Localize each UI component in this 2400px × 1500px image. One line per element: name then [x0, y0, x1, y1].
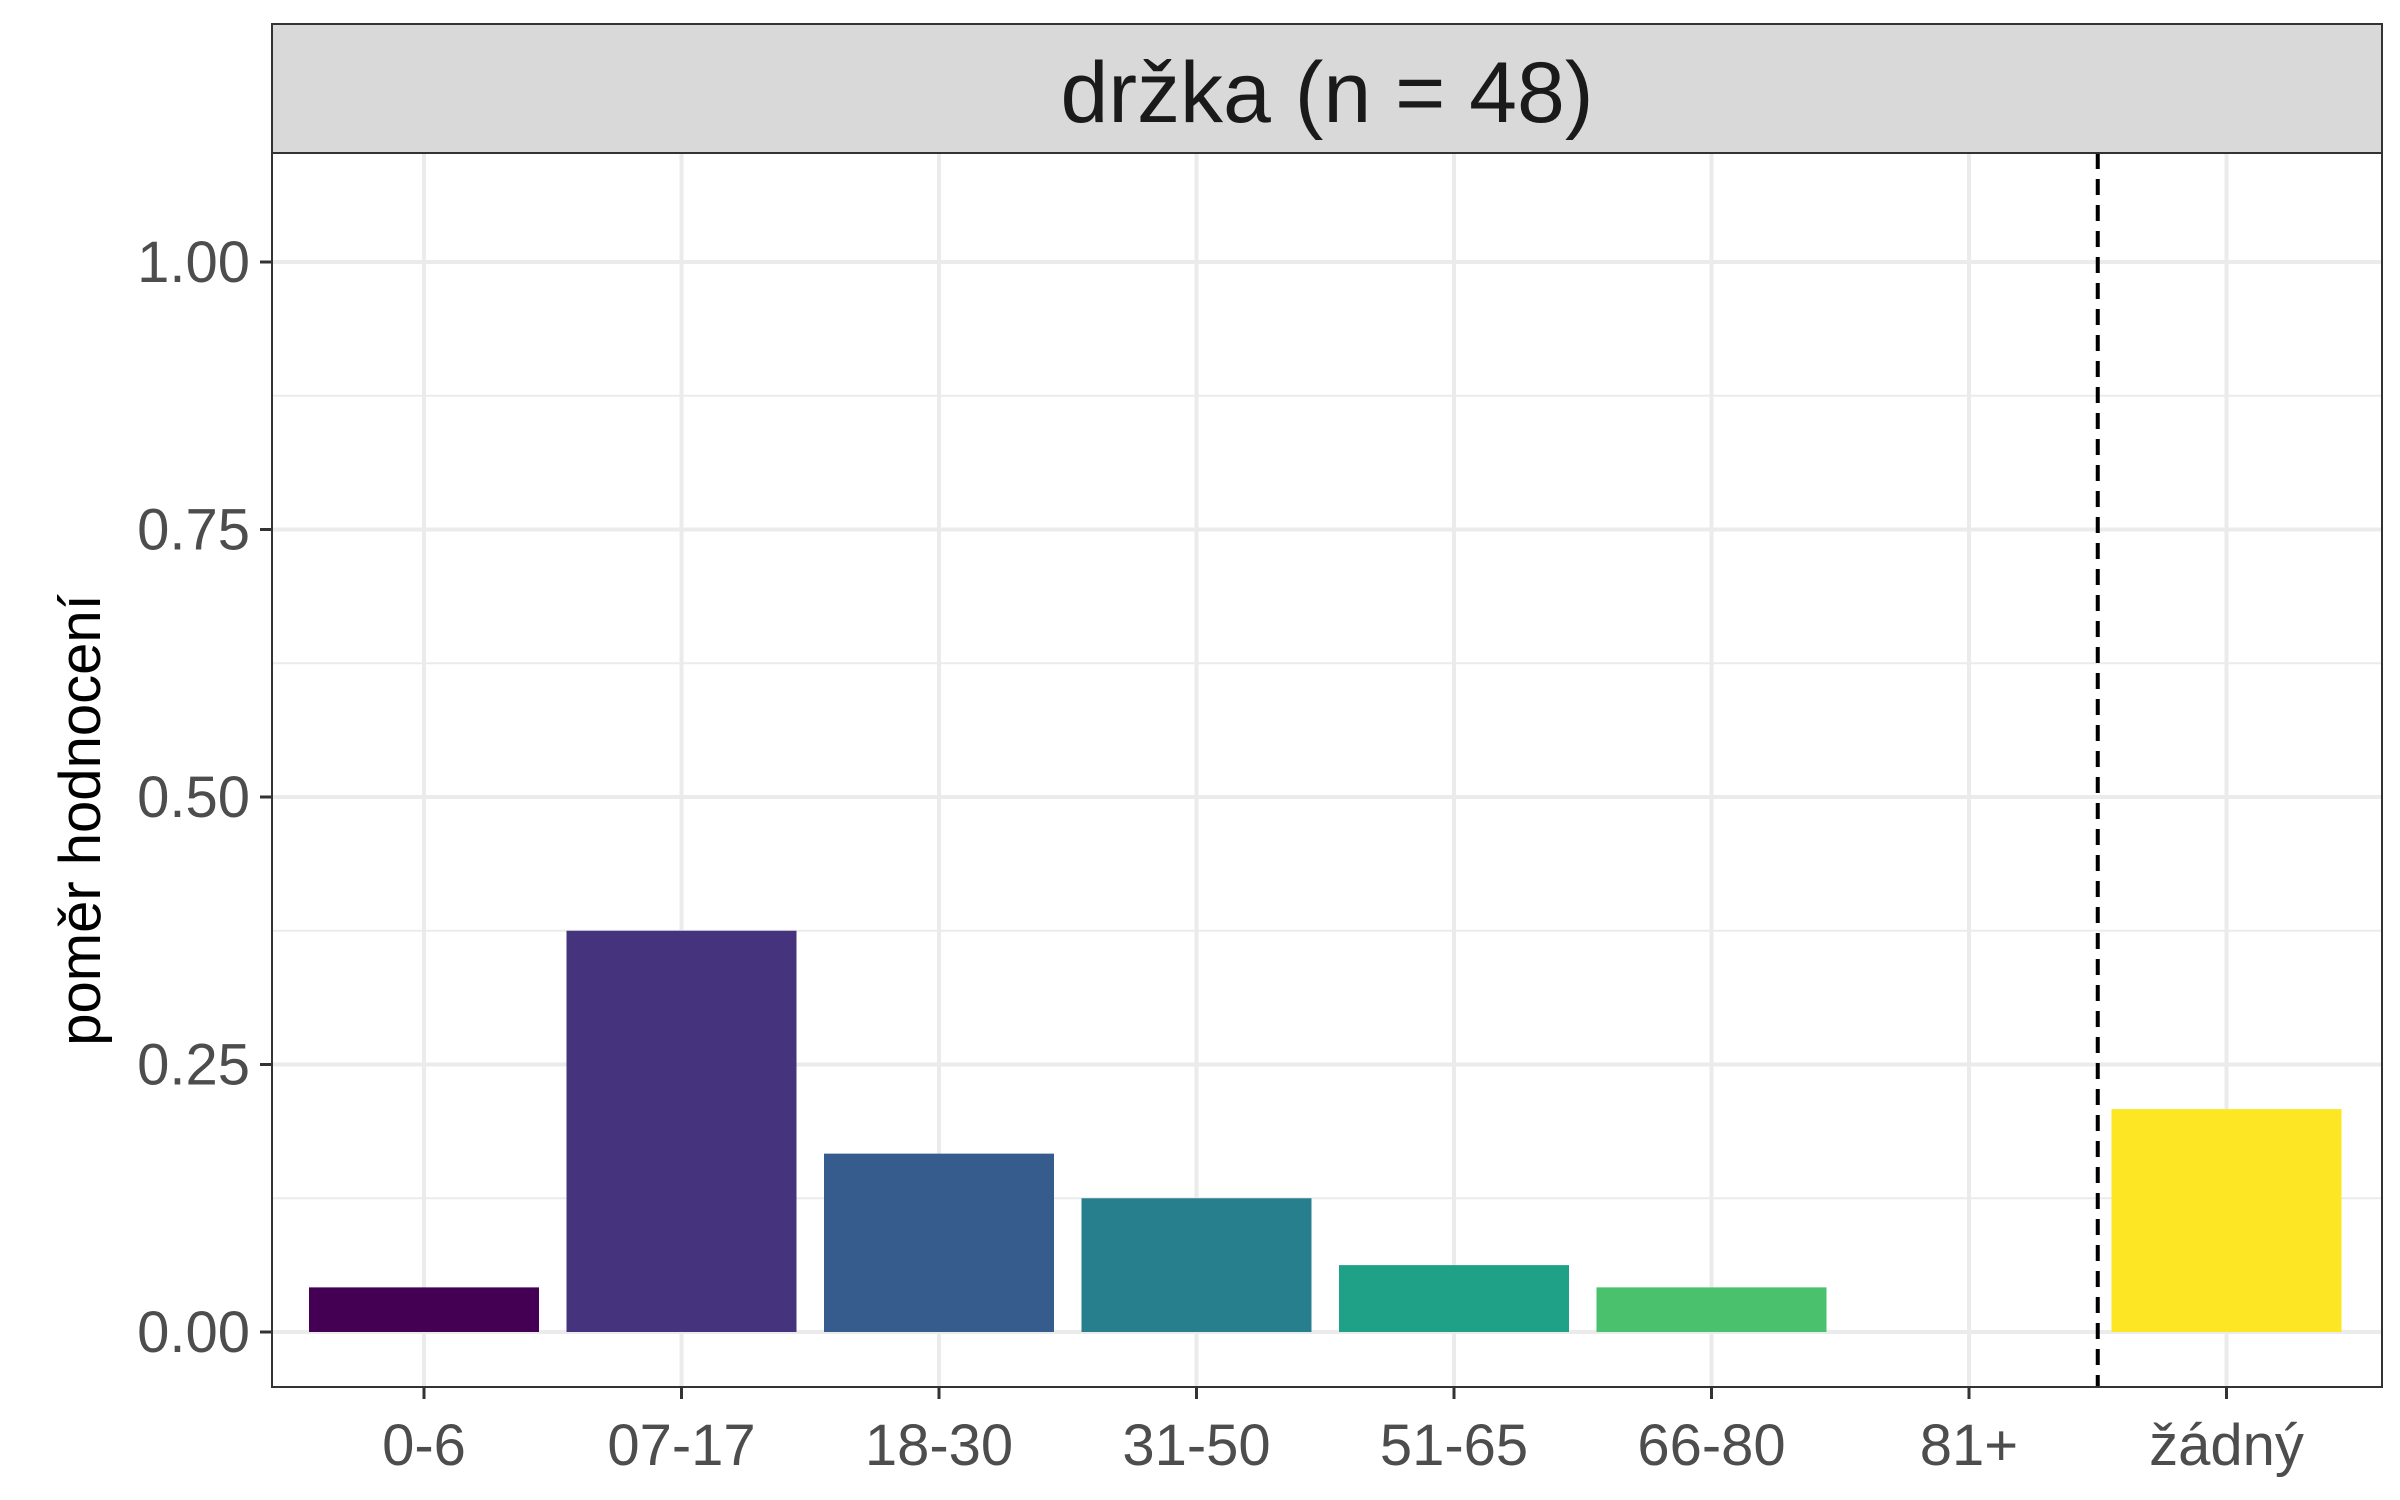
bars	[309, 930, 2342, 1332]
x-tick-label: 0-6	[382, 1413, 466, 1478]
facet-strip	[271, 23, 2383, 154]
x-tick-label: 18-30	[865, 1413, 1013, 1478]
y-axis: 0.00 0.25 0.50 0.75 1.00	[137, 230, 272, 1365]
y-tick-label: 0.50	[137, 765, 250, 830]
y-tick-label: 0.00	[137, 1300, 250, 1365]
x-tick-label: 66-80	[1637, 1413, 1785, 1478]
x-axis: 0-6 07-17 18-30 31-50 51-65 66-80 81+ žádný	[382, 1387, 2304, 1478]
bar-žádný	[2111, 1109, 2342, 1332]
bar-51-65	[1339, 1265, 1569, 1332]
y-axis-title: poměr hodnocení	[48, 594, 113, 1045]
x-tick-label: 07-17	[607, 1413, 755, 1478]
bar-18-30	[824, 1153, 1054, 1332]
facet-title: držka (n = 48)	[1061, 45, 1594, 141]
y-tick-label: 0.75	[137, 498, 250, 563]
bar-0-6	[309, 1287, 539, 1332]
y-tick-label: 0.25	[137, 1033, 250, 1098]
x-tick-label: 81+	[1920, 1413, 2018, 1478]
bar-07-17	[566, 930, 797, 1332]
x-tick-label: 51-65	[1380, 1413, 1528, 1478]
bar-66-80	[1596, 1287, 1827, 1332]
bar-31-50	[1081, 1198, 1312, 1332]
y-tick-label: 1.00	[137, 230, 250, 295]
x-tick-label: žádný	[2149, 1413, 2304, 1478]
x-tick-label: 31-50	[1122, 1413, 1270, 1478]
